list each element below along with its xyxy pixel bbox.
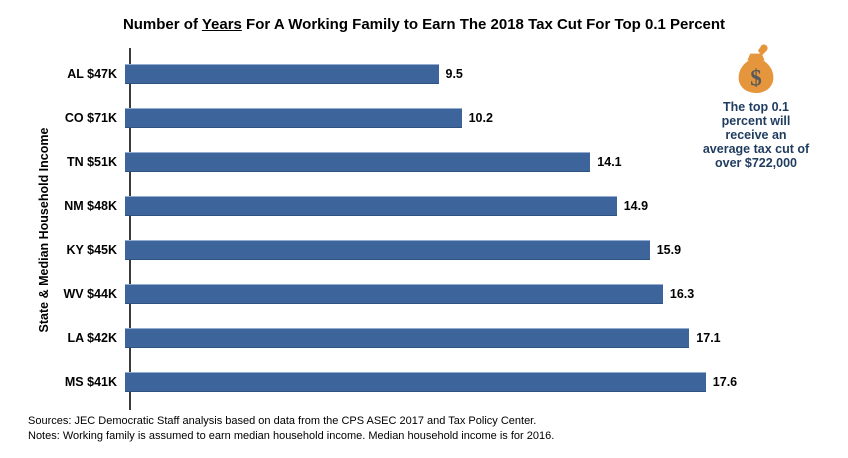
value-label: 17.1 <box>696 331 721 345</box>
notes-line: Notes: Working family is assumed to earn… <box>28 430 555 442</box>
sources-line: Sources: JEC Democratic Staff analysis b… <box>28 415 537 427</box>
bar-track: 14.1 <box>125 152 785 172</box>
bar-row: AL $47K 9.5 <box>0 52 820 96</box>
bar-row: KY $45K 15.9 <box>0 228 820 272</box>
bar-row: TN $51K 14.1 <box>0 140 820 184</box>
footnotes: Sources: JEC Democratic Staff analysis b… <box>28 414 554 444</box>
bar-track: 9.5 <box>125 64 785 84</box>
title-underlined-word: Years <box>201 16 242 33</box>
value-label: 9.5 <box>445 67 463 81</box>
bar <box>125 372 706 392</box>
bar <box>125 328 690 348</box>
value-label: 14.9 <box>623 199 649 213</box>
bar <box>125 240 650 260</box>
title-suffix: For A Working Family to Earn The 2018 Ta… <box>241 16 726 33</box>
chart-title: Number of Years For A Working Family to … <box>0 16 848 33</box>
bar-track: 17.1 <box>125 328 785 348</box>
bar-row: WV $44K 16.3 <box>0 272 820 316</box>
bar <box>125 284 663 304</box>
money-bag-icon: $ <box>738 44 774 93</box>
title-prefix: Number of <box>122 16 202 33</box>
value-label: 16.3 <box>669 287 695 301</box>
category-label: KY $45K <box>66 243 118 257</box>
bar-track: 10.2 <box>125 108 785 128</box>
bar-track: 17.6 <box>125 372 785 392</box>
y-axis-line <box>129 48 131 410</box>
bar-track: 16.3 <box>125 284 785 304</box>
svg-text:$: $ <box>750 65 762 90</box>
bar-chart-plot-area: AL $47K 9.5 CO $71K 10.2 TN $51K 14.1 NM… <box>0 52 820 404</box>
bar-row: CO $71K 10.2 <box>0 96 820 140</box>
annotation-text: The top 0.1 percent will receive an average… <box>702 100 810 170</box>
category-label: MS $41K <box>64 375 117 389</box>
value-label: 17.6 <box>712 375 738 389</box>
bar-row: LA $42K 17.1 <box>0 316 820 360</box>
category-label: NM $48K <box>64 199 117 213</box>
bar-row: NM $48K 14.9 <box>0 184 820 228</box>
bar <box>125 152 591 172</box>
value-label: 10.2 <box>468 111 493 125</box>
category-label: WV $44K <box>63 287 118 301</box>
bar-track: 15.9 <box>125 240 785 260</box>
category-label: CO $71K <box>64 111 117 125</box>
category-label: LA $42K <box>67 331 117 345</box>
value-label: 15.9 <box>656 243 682 257</box>
annotation-callout: $ The top 0.1 percent will receive an avera… <box>680 44 832 170</box>
value-label: 14.1 <box>597 155 622 169</box>
bar-row: MS $41K 17.6 <box>0 360 820 404</box>
bar <box>125 196 617 216</box>
category-label: AL $47K <box>67 67 117 81</box>
bar <box>125 64 439 84</box>
category-label: TN $51K <box>66 155 117 169</box>
bar <box>125 108 462 128</box>
bar-track: 14.9 <box>125 196 785 216</box>
